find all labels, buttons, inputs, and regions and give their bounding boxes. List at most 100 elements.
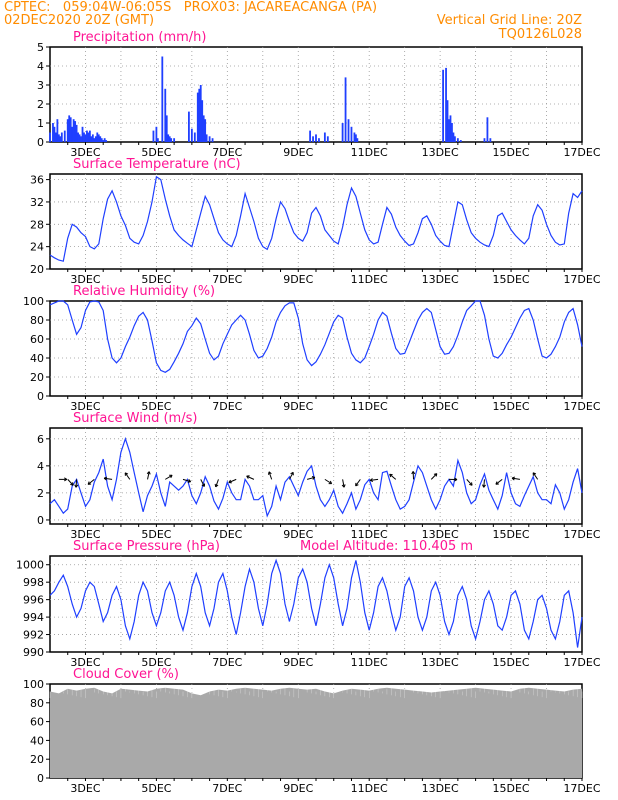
wind-title: Surface Wind (m/s) bbox=[73, 411, 197, 426]
wind-vector bbox=[483, 479, 485, 488]
cloud-ytick-label: 80 bbox=[30, 697, 44, 710]
pres-xtick-label: 7DEC bbox=[212, 656, 242, 669]
wind-vector-head bbox=[343, 484, 346, 488]
precip-bar bbox=[57, 134, 60, 142]
wind-vector-head bbox=[355, 484, 359, 487]
wind-vector-head bbox=[290, 471, 294, 475]
wind-vector bbox=[511, 477, 521, 480]
cloud-xtick-label: 17DEC bbox=[563, 782, 600, 795]
wind-vector bbox=[324, 478, 332, 485]
wind-ytick-label: 4 bbox=[37, 460, 44, 473]
rh-xtick-label: 7DEC bbox=[212, 400, 242, 413]
precip-xtick-label: 5DEC bbox=[141, 146, 171, 159]
precip-bar bbox=[326, 136, 329, 142]
precip-bar bbox=[93, 138, 96, 142]
precip-bar bbox=[199, 85, 202, 142]
rh-xtick-label: 13DEC bbox=[422, 400, 459, 413]
wind-vector-head bbox=[471, 482, 473, 486]
precip-ytick-label: 5 bbox=[37, 41, 44, 54]
rh-ytick-label: 40 bbox=[30, 352, 44, 365]
precip-xtick-label: 15DEC bbox=[493, 146, 530, 159]
precip-bar bbox=[196, 92, 199, 142]
pres-xtick-label: 17DEC bbox=[563, 656, 600, 669]
wind-vector bbox=[430, 473, 438, 480]
cloud-xtick-label: 13DEC bbox=[422, 782, 459, 795]
cloud-ytick-label: 20 bbox=[30, 753, 44, 766]
wind-xtick-label: 9DEC bbox=[283, 528, 313, 541]
precip-bar bbox=[74, 121, 77, 142]
precip-bar bbox=[356, 138, 359, 142]
cloud-ytick-label: 0 bbox=[37, 772, 44, 785]
precip-bar bbox=[344, 77, 347, 142]
precip-xtick-label: 3DEC bbox=[70, 146, 100, 159]
wind-vector bbox=[389, 473, 397, 480]
precip-bar bbox=[53, 126, 56, 142]
pres-ytick-label: 994 bbox=[23, 611, 44, 624]
wind-ytick-label: 6 bbox=[37, 433, 44, 446]
rh-xtick-label: 15DEC bbox=[493, 400, 530, 413]
precip-bar bbox=[83, 132, 85, 142]
precip-xtick-label: 17DEC bbox=[563, 146, 600, 159]
wind-xtick-label: 11DEC bbox=[351, 528, 388, 541]
wind-vector-head bbox=[433, 473, 437, 475]
wind-vector-head bbox=[103, 477, 107, 481]
pres-line bbox=[49, 558, 583, 648]
precip-bar bbox=[173, 138, 176, 142]
precip-bar bbox=[341, 123, 344, 142]
precip-bar bbox=[102, 140, 105, 142]
rh-xtick-label: 3DEC bbox=[70, 400, 100, 413]
precip-xtick-label: 11DEC bbox=[351, 146, 388, 159]
precip-bar bbox=[483, 138, 486, 142]
precip-bar bbox=[452, 132, 455, 142]
precip-ytick-label: 0 bbox=[37, 136, 44, 149]
precip-bar bbox=[167, 134, 170, 142]
rh-line bbox=[49, 300, 583, 373]
pres-ytick-label: 998 bbox=[23, 576, 44, 589]
cloud-area bbox=[50, 687, 582, 778]
pres-xtick-label: 11DEC bbox=[351, 656, 388, 669]
wind-xtick-label: 13DEC bbox=[422, 528, 459, 541]
pres-annotation: Model Altitude: 110.405 m bbox=[300, 539, 473, 554]
rh-xtick-label: 11DEC bbox=[351, 400, 388, 413]
header-line3-right: TQ0126L028 bbox=[498, 27, 582, 42]
pres-ytick-label: 1000 bbox=[16, 559, 44, 572]
wind-vector bbox=[215, 479, 219, 488]
wind-vector-head bbox=[311, 476, 315, 478]
cloud-xtick-label: 11DEC bbox=[351, 782, 388, 795]
wind-xtick-label: 3DEC bbox=[70, 528, 100, 541]
precip-bar bbox=[204, 119, 207, 142]
precip-bar bbox=[63, 130, 66, 142]
precip-xtick-label: 13DEC bbox=[422, 146, 459, 159]
rh-ytick-label: 20 bbox=[30, 371, 44, 384]
wind-vector bbox=[165, 474, 173, 480]
temp-ytick-label: 20 bbox=[30, 263, 44, 276]
wind-line bbox=[49, 436, 583, 518]
precip-bar bbox=[75, 124, 78, 142]
rh-ytick-label: 0 bbox=[37, 390, 44, 403]
temp-ytick-label: 24 bbox=[30, 241, 44, 254]
precip-bar bbox=[202, 115, 205, 142]
wind-xtick-label: 15DEC bbox=[493, 528, 530, 541]
wind-vector bbox=[200, 479, 205, 487]
wind-vector bbox=[307, 476, 315, 480]
wind-vector bbox=[342, 479, 345, 488]
precip-bar bbox=[188, 111, 190, 142]
precip-bar bbox=[211, 138, 214, 142]
precip-bar bbox=[49, 132, 51, 142]
wind-vector-head bbox=[146, 471, 150, 475]
precip-bar bbox=[152, 130, 155, 142]
precip-bar bbox=[454, 136, 456, 142]
cloud-ytick-label: 40 bbox=[30, 734, 44, 747]
wind-vector-head bbox=[454, 477, 458, 480]
cloud-xtick-label: 15DEC bbox=[493, 782, 530, 795]
wind-vector bbox=[288, 472, 294, 480]
temp-xtick-label: 11DEC bbox=[351, 273, 388, 286]
precip-bar bbox=[94, 136, 97, 142]
wind-vector-head bbox=[64, 477, 68, 480]
wind-vector bbox=[370, 478, 379, 481]
pres-title: Surface Pressure (hPa) bbox=[73, 539, 220, 554]
rh-xtick-label: 5DEC bbox=[141, 400, 171, 413]
precip-bar bbox=[90, 136, 93, 142]
precip-bar bbox=[170, 138, 173, 142]
pres-xtick-label: 13DEC bbox=[422, 656, 459, 669]
